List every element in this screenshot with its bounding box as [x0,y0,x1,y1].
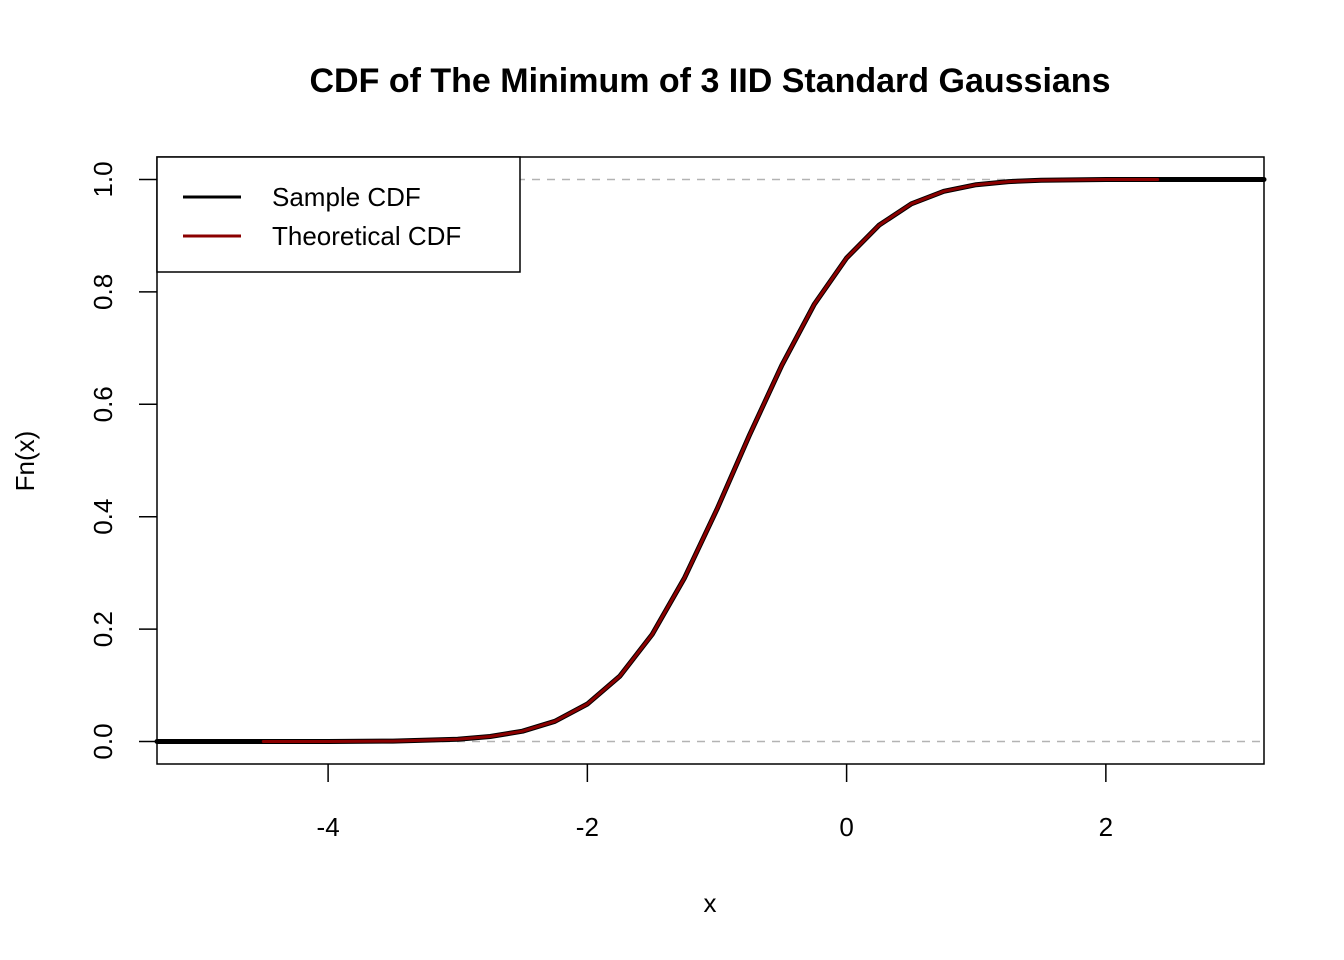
series-line-theoretical-cdf [261,178,1160,743]
chart-title: CDF of The Minimum of 3 IID Standard Gau… [310,62,1111,100]
y-tick-label: 0.2 [88,611,118,647]
x-axis-label: x [704,888,717,918]
y-tick-label: 1.0 [88,161,118,197]
y-tick-label: 0.4 [88,499,118,535]
y-tick-label: 0.0 [88,723,118,759]
plot-frame [156,156,1265,765]
legend: Sample CDF Theoretical CDF [156,156,521,273]
y-tick-label: 0.6 [88,386,118,422]
legend-label: Theoretical CDF [272,221,461,251]
x-tick-label: 0 [839,812,853,842]
x-tick-label: -4 [317,812,340,842]
legend-label: Sample CDF [272,182,421,212]
y-tick-label: 0.8 [88,274,118,310]
x-tick-label: 2 [1099,812,1113,842]
x-axis: -4 -2 0 2 [317,764,1113,842]
y-axis: 0.0 0.2 0.4 0.6 0.8 1.0 [88,161,157,760]
x-tick-label: -2 [576,812,599,842]
legend-box [156,156,521,273]
y-axis-label: Fn(x) [10,431,40,492]
series-lines [154,177,1267,744]
